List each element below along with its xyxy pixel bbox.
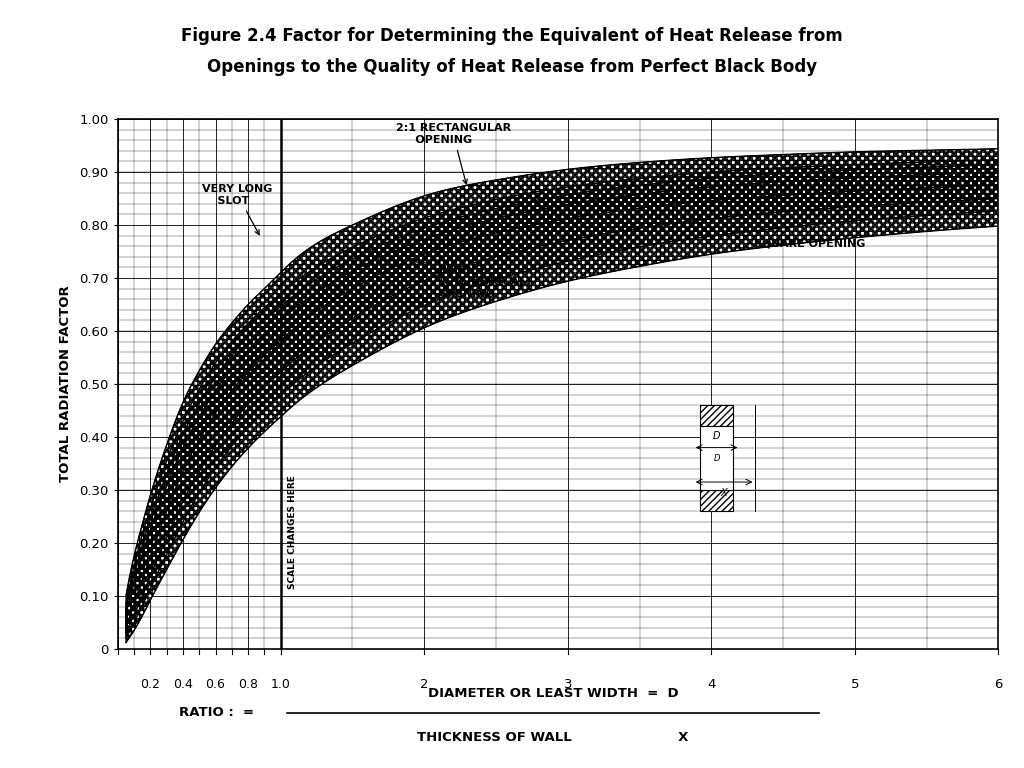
Bar bbox=[699, 406, 733, 426]
Bar bbox=[699, 426, 733, 490]
Text: 0.6: 0.6 bbox=[206, 678, 225, 691]
Text: 4: 4 bbox=[708, 678, 716, 691]
Text: Figure 2.4 Factor for Determining the Equivalent of Heat Release from: Figure 2.4 Factor for Determining the Eq… bbox=[181, 27, 843, 45]
Text: 5: 5 bbox=[851, 678, 859, 691]
Text: 0.8: 0.8 bbox=[239, 678, 258, 691]
Bar bbox=[699, 490, 733, 511]
Text: D: D bbox=[713, 431, 720, 442]
Text: SCALE CHANGES HERE: SCALE CHANGES HERE bbox=[288, 475, 297, 589]
Text: Openings to the Quality of Heat Release from Perfect Black Body: Openings to the Quality of Heat Release … bbox=[207, 58, 817, 75]
Polygon shape bbox=[126, 164, 998, 638]
Text: RATIO :  =: RATIO : = bbox=[179, 707, 254, 719]
Polygon shape bbox=[126, 172, 998, 643]
Text: DIAMETER OR LEAST WIDTH  =  D: DIAMETER OR LEAST WIDTH = D bbox=[428, 687, 678, 700]
Bar bbox=[699, 490, 733, 511]
Text: THICKNESS OF WALL                       X: THICKNESS OF WALL X bbox=[417, 731, 689, 744]
Bar bbox=[699, 406, 733, 426]
Text: 2: 2 bbox=[420, 678, 428, 691]
Text: VERY LONG
    SLOT: VERY LONG SLOT bbox=[203, 184, 272, 234]
Text: 1.0: 1.0 bbox=[270, 678, 291, 691]
Text: 0.2: 0.2 bbox=[140, 678, 161, 691]
Text: 3: 3 bbox=[563, 678, 572, 691]
Text: SQUARE OPENING: SQUARE OPENING bbox=[755, 239, 865, 249]
Text: D: D bbox=[714, 454, 720, 462]
Text: ROUND
(CYLINDRICAL)
OPENING: ROUND (CYLINDRICAL) OPENING bbox=[414, 258, 530, 299]
Polygon shape bbox=[126, 160, 998, 633]
Text: 6: 6 bbox=[994, 678, 1002, 691]
Text: 2:1 RECTANGULAR
     OPENING: 2:1 RECTANGULAR OPENING bbox=[395, 124, 511, 184]
Polygon shape bbox=[126, 149, 998, 627]
Y-axis label: TOTAL RADIATION FACTOR: TOTAL RADIATION FACTOR bbox=[59, 286, 73, 482]
Text: X: X bbox=[721, 488, 727, 498]
Text: 0.4: 0.4 bbox=[173, 678, 193, 691]
